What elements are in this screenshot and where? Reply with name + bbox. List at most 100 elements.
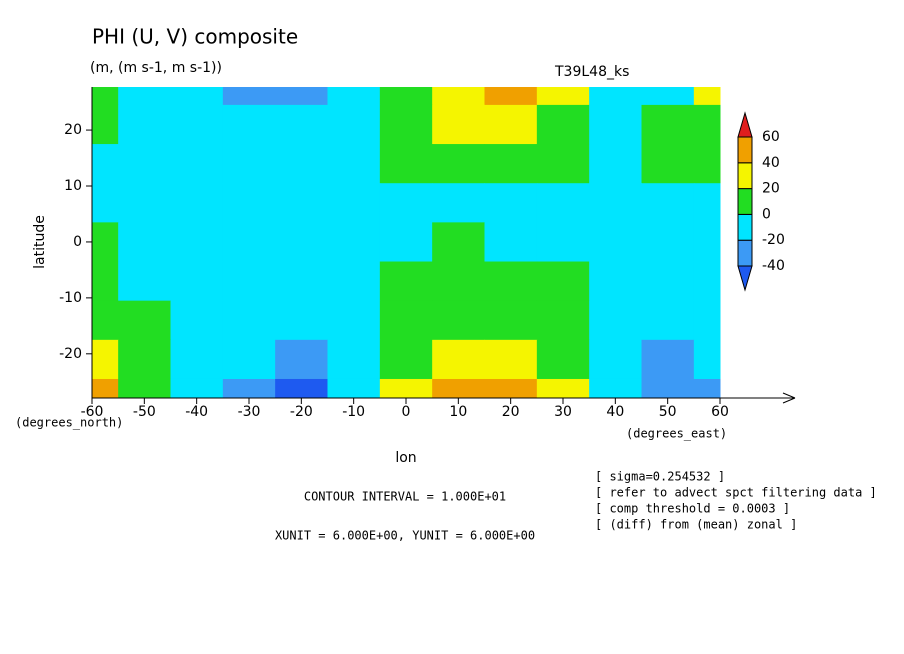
field-cell [92, 104, 119, 145]
x-tick-label: -40 [185, 404, 208, 420]
field-cell [170, 261, 224, 302]
field-cell [118, 378, 171, 399]
field-cell [536, 87, 590, 106]
x-axis-label: lon [395, 450, 416, 466]
field-cell [222, 144, 276, 184]
colorbar-label: 40 [762, 155, 780, 171]
field-cell [536, 339, 590, 380]
field-cell [432, 222, 485, 263]
field-cell [92, 300, 119, 341]
colorbar-top [737, 111, 753, 138]
field-cell [693, 378, 721, 399]
field-cell [222, 183, 276, 223]
field-cell [170, 378, 224, 399]
field-cell [92, 144, 119, 184]
field-cell [484, 339, 538, 380]
y-tick-label: 20 [64, 122, 82, 138]
field-cell [92, 183, 119, 223]
field-cell [327, 339, 381, 380]
field-cell [589, 144, 642, 184]
field-cell [589, 339, 642, 380]
colorbar-box [737, 136, 753, 164]
field-cell [170, 300, 224, 341]
chart-title: PHI (U, V) composite [92, 25, 298, 49]
field-cell [641, 339, 695, 380]
colorbar-label: 0 [762, 206, 771, 222]
field-cell [170, 104, 224, 145]
field-cell [92, 222, 119, 263]
field-cell [92, 339, 119, 380]
field-cell [641, 378, 695, 399]
field-cell [170, 339, 224, 380]
field-cell [693, 87, 721, 106]
field-cell [327, 183, 381, 223]
field-cell [379, 300, 433, 341]
field-cell [118, 300, 171, 341]
x-tick-label: 60 [711, 404, 729, 420]
field-cell [484, 144, 538, 184]
field-cell [484, 300, 538, 341]
field-cell [432, 104, 485, 145]
y-tick-label: -20 [59, 346, 82, 362]
colorbar-label: 60 [762, 129, 780, 145]
field-cell [641, 87, 695, 106]
field-cell [641, 222, 695, 263]
field-cell [170, 144, 224, 184]
chart-subtitle: (m, (m s-1, m s-1)) [90, 60, 222, 76]
field-cell [327, 87, 381, 106]
field-cell [432, 300, 485, 341]
field-cell [536, 144, 590, 184]
y-axis-label: latitude [32, 215, 48, 269]
x-axis-arrow [782, 392, 796, 404]
field-cell [589, 378, 642, 399]
field-cell [379, 339, 433, 380]
x-tick-label: 50 [659, 404, 677, 420]
field-cell [589, 87, 642, 106]
field-cell [275, 222, 328, 263]
field-cell [275, 104, 328, 145]
field-cell [327, 222, 381, 263]
field-cell [693, 104, 721, 145]
field-cell [589, 104, 642, 145]
colorbar-label: 20 [762, 181, 780, 197]
field-cell [222, 87, 276, 106]
field-cell [327, 104, 381, 145]
x-tick-label: 30 [554, 404, 572, 420]
colorbar-box [737, 213, 753, 241]
x-tick-label: 10 [449, 404, 467, 420]
field-cell [379, 183, 433, 223]
field-cell [275, 339, 328, 380]
field-cell [275, 300, 328, 341]
field-cell [118, 104, 171, 145]
x-tick-label: -30 [238, 404, 261, 420]
field-cell [118, 222, 171, 263]
y-units: (degrees_north) [15, 416, 123, 430]
field-cell [536, 300, 590, 341]
y-tick-label: 10 [64, 178, 82, 194]
field-cell [589, 183, 642, 223]
field-cell [432, 339, 485, 380]
field-cell [275, 144, 328, 184]
y-tick-label: 0 [73, 234, 82, 250]
field-cell [275, 183, 328, 223]
field-cell [222, 378, 276, 399]
x-tick-label: 20 [502, 404, 520, 420]
field-cell [484, 378, 538, 399]
field-cell [536, 378, 590, 399]
field-cell [92, 87, 119, 106]
colorbar-label: -20 [762, 232, 785, 248]
field-cell [693, 183, 721, 223]
field-cell [379, 261, 433, 302]
field-cell [275, 261, 328, 302]
field-cell [484, 87, 538, 106]
field-cell [222, 261, 276, 302]
field-cell [170, 87, 224, 106]
field-cell [641, 104, 695, 145]
field-cell [484, 222, 538, 263]
colorbar-box [737, 162, 753, 190]
field-cell [536, 104, 590, 145]
field-cell [118, 144, 171, 184]
field-cell [536, 261, 590, 302]
